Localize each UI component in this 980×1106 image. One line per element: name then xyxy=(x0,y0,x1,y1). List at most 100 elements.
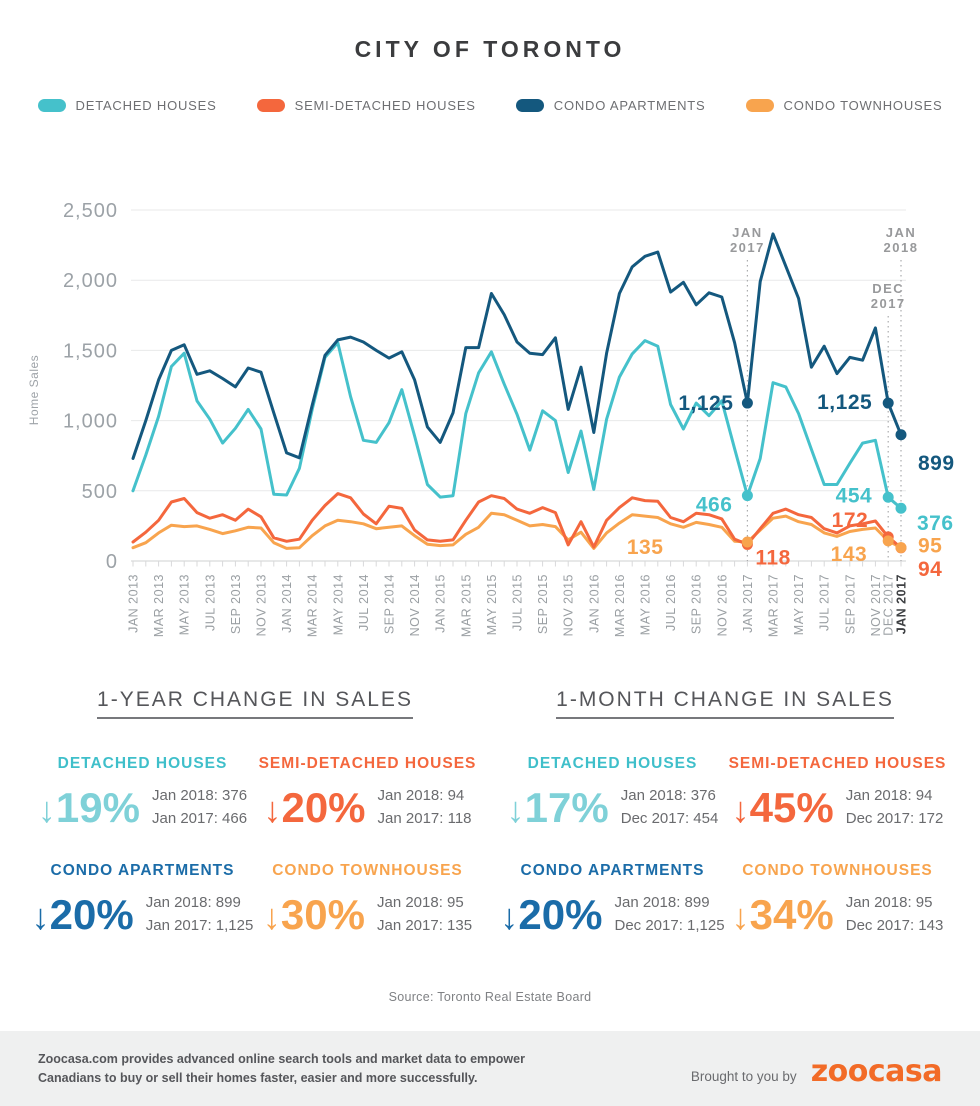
marker-dot-condo_apartments-59 xyxy=(882,397,894,409)
stat-percent-change: ↓20% xyxy=(31,890,134,938)
x-tick-label: JAN 2014 xyxy=(280,574,294,633)
marker-value-label-detached-48: 466 xyxy=(696,494,733,517)
stat-line-previous: Dec 2017: 1,125 xyxy=(614,916,725,934)
stat-percent-change: ↓17% xyxy=(506,783,609,831)
stat-line-previous: Dec 2017: 454 xyxy=(620,809,719,827)
stat-line-current: Jan 2018: 899 xyxy=(614,894,710,911)
legend-item-condo_townhouses: CONDO TOWNHOUSES xyxy=(745,98,943,113)
section-title: 1-YEAR CHANGE IN SALES xyxy=(97,688,413,719)
marker-dot-detached-59 xyxy=(882,491,894,503)
source-note: Source: Toronto Real Estate Board xyxy=(388,990,592,1004)
x-tick-label: MAY 2016 xyxy=(639,574,653,635)
annotation-label: JAN xyxy=(732,225,763,240)
section-one-year-change: 1-YEAR CHANGE IN SALES DETACHED HOUSES ↓19… xyxy=(30,688,480,937)
stat-card-condo-townhouses: CONDO TOWNHOUSES ↓30% Jan 2018: 95 Jan 2017… xyxy=(255,862,480,937)
legend-swatch-detached xyxy=(37,99,66,112)
stat-detail-lines: Jan 2018: 899 Dec 2017: 1,125 xyxy=(614,892,724,937)
stat-detail-lines: Jan 2018: 376 Jan 2017: 466 xyxy=(152,785,247,830)
marker-value-label-semi_detached-60: 94 xyxy=(918,558,942,581)
brought-to-you-by-label: Brought to you by xyxy=(690,1069,797,1084)
x-tick-label: MAR 2015 xyxy=(459,574,473,637)
stat-grid: DETACHED HOUSES ↓19% Jan 2018: 376 Jan 2017… xyxy=(30,755,480,937)
x-tick-label: MAR 2013 xyxy=(152,574,166,637)
x-tick-label: MAY 2015 xyxy=(485,574,499,635)
legend-label-detached: DETACHED HOUSES xyxy=(75,98,217,113)
stat-line-current: Jan 2018: 899 xyxy=(145,894,241,911)
section-one-month-change: 1-MONTH CHANGE IN SALES DETACHED HOUSES ↓1… xyxy=(500,688,950,937)
series-line-condo_apartments xyxy=(131,232,903,460)
marker-dot-condo_apartments-60 xyxy=(895,429,907,441)
marker-value-label-condo_townhouses-60: 95 xyxy=(918,535,942,558)
stat-detail-lines: Jan 2018: 95 Dec 2017: 143 xyxy=(846,892,944,937)
stat-card-semi-detached-houses: SEMI-DETACHED HOUSES ↓45% Jan 2018: 94 Dec … xyxy=(725,755,950,830)
down-arrow-icon: ↓ xyxy=(506,788,525,830)
stat-category-heading: SEMI-DETACHED HOUSES xyxy=(258,755,477,772)
stat-card-detached-houses: DETACHED HOUSES ↓17% Jan 2018: 376 Dec 2017… xyxy=(500,755,725,830)
stat-detail-lines: Jan 2018: 899 Jan 2017: 1,125 xyxy=(146,892,254,937)
stat-detail-lines: Jan 2018: 94 Dec 2017: 172 xyxy=(846,785,944,830)
stat-line-previous: Dec 2017: 172 xyxy=(845,809,944,827)
stat-line-previous: Jan 2017: 466 xyxy=(151,809,248,827)
stat-percent-change: ↓20% xyxy=(500,890,603,938)
stat-detail-lines: Jan 2018: 95 Jan 2017: 135 xyxy=(377,892,472,937)
marker-value-label-condo_apartments-48: 1,125 xyxy=(678,392,733,415)
stat-percent-change: ↓45% xyxy=(731,783,834,831)
stat-category-heading: CONDO APARTMENTS xyxy=(50,862,235,879)
x-tick-label: MAR 2016 xyxy=(613,574,627,637)
x-tick-label: JUL 2016 xyxy=(664,574,678,631)
marker-dot-detached-48 xyxy=(741,490,753,502)
stat-grid: DETACHED HOUSES ↓17% Jan 2018: 376 Dec 2017… xyxy=(500,755,950,937)
stat-line-current: Jan 2018: 376 xyxy=(151,787,248,804)
stat-percent-change: ↓20% xyxy=(263,783,366,831)
x-tick-label: NOV 2017 xyxy=(869,574,883,636)
section-title: 1-MONTH CHANGE IN SALES xyxy=(556,688,894,719)
x-tick-label: SEP 2013 xyxy=(229,574,243,634)
marker-value-label-condo_townhouses-59: 143 xyxy=(831,543,868,566)
x-tick-label: SEP 2014 xyxy=(383,574,397,634)
marker-value-label-condo_apartments-59: 1,125 xyxy=(817,391,872,414)
footer-blurb: Zoocasa.com provides advanced online sea… xyxy=(38,1050,525,1088)
stat-percent-change: ↓34% xyxy=(731,890,834,938)
change-sections: 1-YEAR CHANGE IN SALES DETACHED HOUSES ↓19… xyxy=(0,688,980,937)
x-tick-label: NOV 2016 xyxy=(715,574,729,636)
series-line-detached xyxy=(131,339,903,510)
stat-line-current: Jan 2018: 95 xyxy=(376,894,464,911)
x-tick-label: SEP 2015 xyxy=(536,574,550,634)
chart-legend: DETACHED HOUSES SEMI-DETACHED HOUSES CONDO… xyxy=(0,98,980,113)
stat-line-previous: Dec 2017: 143 xyxy=(845,916,944,934)
marker-value-label-detached-60: 376 xyxy=(917,512,954,535)
stat-detail-lines: Jan 2018: 376 Dec 2017: 454 xyxy=(621,785,719,830)
y-tick-label-2000: 2,000 xyxy=(63,270,118,292)
marker-value-label-semi_detached-59: 172 xyxy=(832,509,869,532)
stat-percent-change: ↓30% xyxy=(262,890,365,938)
x-tick-label: JAN 2017 xyxy=(895,574,909,634)
legend-item-condo_apartments: CONDO APARTMENTS xyxy=(515,98,706,113)
down-arrow-icon: ↓ xyxy=(500,895,519,937)
x-tick-label: JUL 2017 xyxy=(818,574,832,631)
y-axis-title: Home Sales xyxy=(27,355,41,425)
x-tick-label: NOV 2013 xyxy=(255,574,269,636)
x-tick-label: MAR 2014 xyxy=(306,574,320,637)
x-tick-label: JAN 2013 xyxy=(127,574,141,633)
annotation-label: 2018 xyxy=(884,240,919,255)
x-tick-label: JUL 2013 xyxy=(203,574,217,631)
legend-label-condo_apartments: CONDO APARTMENTS xyxy=(553,98,706,113)
legend-swatch-condo_townhouses xyxy=(745,99,774,112)
down-arrow-icon: ↓ xyxy=(731,895,750,937)
marker-value-label-detached-59: 454 xyxy=(836,484,873,507)
chart-area: 0 500 1,000 1,500 2,000 2,500 Home Sales JAN 20… xyxy=(0,175,980,675)
legend-label-semi_detached: SEMI-DETACHED HOUSES xyxy=(294,98,476,113)
stat-line-previous: Jan 2017: 135 xyxy=(376,916,473,934)
stat-category-heading: DETACHED HOUSES xyxy=(57,755,228,772)
series-line-condo_townhouses xyxy=(131,511,903,550)
marker-dot-condo_apartments-48 xyxy=(741,397,753,409)
marker-value-label-semi_detached-48: 118 xyxy=(755,546,790,569)
annotation-label: 2017 xyxy=(871,296,906,311)
x-tick-label: JAN 2017 xyxy=(741,574,755,633)
legend-label-condo_townhouses: CONDO TOWNHOUSES xyxy=(783,98,943,113)
x-tick-label: NOV 2014 xyxy=(408,574,422,636)
down-arrow-icon: ↓ xyxy=(37,788,56,830)
x-tick-label: JUL 2015 xyxy=(511,574,525,631)
marker-dot-condo_townhouses-60 xyxy=(895,542,907,554)
